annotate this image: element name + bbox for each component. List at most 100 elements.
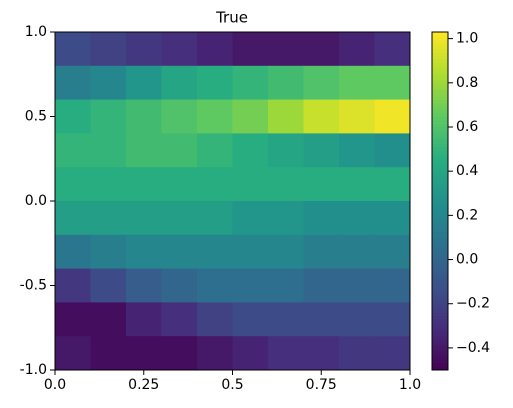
heatmap-cell [268,99,304,134]
heatmap-cell [126,336,162,371]
colorbar-segment [432,207,448,212]
heatmap-cell [339,234,375,270]
heatmap-cell [268,65,304,101]
colorbar-segment [432,48,448,53]
colorbar-segment [432,79,448,84]
heatmap-cell [268,167,304,202]
colorbar-segment [432,346,448,351]
heatmap-cell [303,336,340,371]
colorbar-segment [432,309,448,314]
colorbar-segment [432,244,448,249]
heatmap-cell [197,133,233,168]
heatmap-cell [374,133,411,168]
colorbar-segment [432,204,448,209]
heatmap-cell [90,99,127,134]
heatmap-cell [161,201,198,236]
heatmap-cell [268,268,304,303]
colorbar-tick-label: 1.0 [456,31,478,47]
heatmap-cell [126,133,162,168]
colorbar-segment [432,363,448,368]
colorbar-segment [432,82,448,87]
heatmap-cell [303,268,340,303]
colorbar-segment [432,221,448,226]
heatmap-cell [161,167,198,202]
heatmap-cell [339,268,375,303]
heatmap-cell [90,201,127,236]
colorbar-segment [432,248,448,253]
heatmap-cell [55,32,91,67]
colorbar-segment [432,133,448,138]
colorbar-segment [432,265,448,270]
colorbar-segment [432,146,448,151]
heatmap-cell [303,234,340,270]
colorbar-segment [432,126,448,131]
heatmap-cell [161,302,198,337]
colorbar-segment [432,268,448,273]
colorbar-segment [432,332,448,337]
colorbar-segment [432,255,448,259]
colorbar-segment [432,285,448,290]
colorbar-segment [432,336,448,341]
colorbar-frame [431,31,449,371]
heatmap-cell [232,201,269,236]
colorbar-segment [432,353,448,357]
heatmap-cell [374,201,411,236]
colorbar-segment [432,261,448,266]
heatmap-cell [374,65,411,101]
heatmap-cell [126,32,162,67]
heatmap-cell [126,234,162,270]
heatmap-cell [161,133,198,168]
heatmap-cell [55,201,91,236]
colorbar-segment [432,119,448,124]
colorbar-segment [432,282,448,286]
colorbar-segment [432,143,448,148]
y-tick-label: -0.5 [20,278,47,294]
heatmap-cell [232,65,269,101]
heatmap-cell [303,201,340,236]
heatmap-cell [374,268,411,303]
heatmap-cell [126,65,162,101]
heatmap-cell [90,32,127,67]
heatmap-cell [232,336,269,371]
heatmap-cell [197,167,233,202]
x-tick-label: 0.5 [221,377,243,393]
colorbar-segment [432,190,448,195]
colorbar-segment [432,295,448,300]
colorbar-segment [432,170,448,175]
chart-title: True [215,9,248,27]
heatmap-cell [126,302,162,337]
colorbar-segment [432,288,448,293]
colorbar-segment [432,136,448,141]
heatmap-cell [197,201,233,236]
heatmap-cell [374,234,411,270]
heatmap-cell [90,302,127,337]
heatmap-cell [161,234,198,270]
colorbar-segment [432,228,448,232]
colorbar-segment [432,69,448,74]
colorbar-segment [432,184,448,188]
heatmap-cell [55,302,91,337]
colorbar-segment [432,140,448,145]
colorbar-segment [432,241,448,246]
y-tick-label: 0.0 [25,193,47,209]
heatmap-cell [90,65,127,101]
heatmap-cell [126,268,162,303]
colorbar-segment [432,234,448,239]
heatmap-cell [268,201,304,236]
colorbar-tick-label: 0.4 [456,163,478,179]
colorbar-tick-label: −0.4 [456,340,490,356]
colorbar-segment [432,201,448,205]
colorbar-segment [432,211,448,216]
heatmap-cell [268,234,304,270]
heatmap-cell [197,234,233,270]
colorbar-segment [432,150,448,155]
heatmap-cell [374,167,411,202]
heatmap-cell [55,99,91,134]
heatmap-cell [126,167,162,202]
heatmap-cell [197,99,233,134]
heatmap-cell [339,65,375,101]
heatmap-cell [55,133,91,168]
heatmap-cell [303,167,340,202]
heatmap-cell [90,234,127,270]
